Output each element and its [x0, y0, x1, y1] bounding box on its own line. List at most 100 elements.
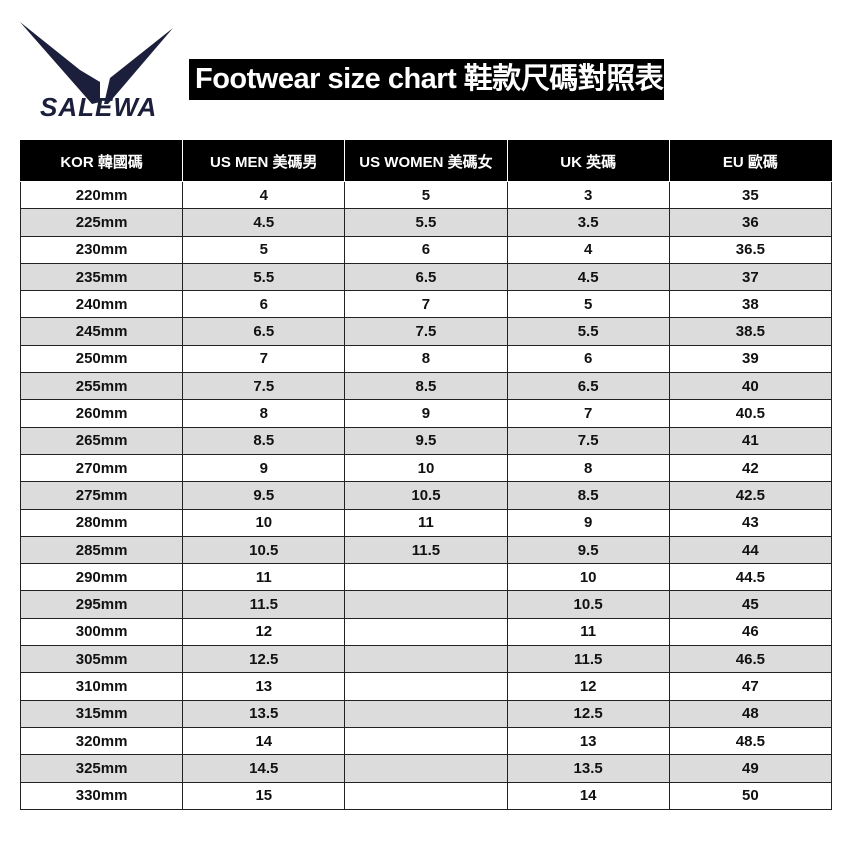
table-cell: 7: [182, 344, 346, 374]
table-cell: 12: [506, 672, 670, 701]
table-cell: 285mm: [19, 535, 184, 565]
column-header: UK 英碼: [506, 140, 670, 182]
table-cell: 6.5: [506, 372, 670, 401]
table-cell: 10: [506, 563, 670, 592]
table-cell: [344, 781, 508, 810]
table-cell: 310mm: [19, 672, 184, 701]
table-cell: 9.5: [344, 426, 508, 455]
table-cell: [344, 699, 508, 728]
table-cell: 11: [182, 563, 346, 592]
table-row: 250mm 7 8 6 39: [19, 344, 833, 374]
table-cell: 36: [668, 208, 833, 237]
table-cell: 9: [506, 508, 670, 537]
table-cell: 315mm: [19, 699, 184, 728]
table-cell: 9.5: [182, 481, 346, 510]
table-cell: 7.5: [344, 317, 508, 346]
table-row: 265mm 8.5 9.5 7.5 41: [19, 426, 833, 455]
table-row: 315mm 13.5 12.5 48: [19, 699, 833, 728]
column-header: US MEN 美碼男: [182, 140, 346, 182]
table-cell: 39: [668, 344, 833, 374]
table-cell: 36.5: [668, 235, 833, 264]
table-cell: 220mm: [19, 180, 184, 210]
table-cell: 48.5: [668, 726, 833, 756]
column-header: US WOMEN 美碼女: [344, 140, 508, 182]
table-cell: 5: [506, 290, 670, 319]
table-cell: 6.5: [344, 262, 508, 292]
table-cell: 14: [506, 781, 670, 810]
table-row: 230mm 5 6 4 36.5: [19, 235, 833, 264]
table-row: 260mm 8 9 7 40.5: [19, 399, 833, 428]
table-cell: 6.5: [182, 317, 346, 346]
table-cell: 37: [668, 262, 833, 292]
table-cell: 44.5: [668, 563, 833, 592]
table-cell: 5.5: [344, 208, 508, 237]
table-cell: 260mm: [19, 399, 184, 428]
table-row: 240mm 6 7 5 38: [19, 290, 833, 319]
table-cell: 5: [182, 235, 346, 264]
table-row: 290mm 11 10 44.5: [19, 563, 833, 592]
table-cell: 4.5: [506, 262, 670, 292]
table-cell: [344, 672, 508, 701]
table-cell: 275mm: [19, 481, 184, 510]
table-cell: 225mm: [19, 208, 184, 237]
table-cell: 46: [668, 617, 833, 647]
table-row: 245mm 6.5 7.5 5.5 38.5: [19, 317, 833, 346]
table-cell: 11: [344, 508, 508, 537]
table-cell: 13: [182, 672, 346, 701]
table-row: 325mm 14.5 13.5 49: [19, 754, 833, 783]
table-row: 295mm 11.5 10.5 45: [19, 590, 833, 619]
table-cell: 9: [344, 399, 508, 428]
table-cell: 245mm: [19, 317, 184, 346]
table-row: 305mm 12.5 11.5 46.5: [19, 645, 833, 674]
table-cell: 8.5: [182, 426, 346, 455]
table-cell: 6: [182, 290, 346, 319]
table-cell: 46.5: [668, 645, 833, 674]
column-header: KOR 韓國碼: [19, 140, 184, 182]
table-cell: 240mm: [19, 290, 184, 319]
table-cell: 11.5: [182, 590, 346, 619]
table-cell: 4: [182, 180, 346, 210]
table-cell: 3: [506, 180, 670, 210]
size-chart-table: KOR 韓國碼 US MEN 美碼男 US WOMEN 美碼女 UK 英碼 EU 歐碼 …: [19, 140, 833, 810]
table-cell: 10.5: [182, 535, 346, 565]
table-cell: 14: [182, 726, 346, 756]
table-cell: [344, 617, 508, 647]
table-row: 255mm 7.5 8.5 6.5 40: [19, 372, 833, 401]
table-cell: 250mm: [19, 344, 184, 374]
table-cell: 42.5: [668, 481, 833, 510]
table-cell: 330mm: [19, 781, 184, 810]
table-cell: 235mm: [19, 262, 184, 292]
table-cell: 7: [506, 399, 670, 428]
table-row: 285mm 10.5 11.5 9.5 44: [19, 535, 833, 565]
table-cell: 10.5: [344, 481, 508, 510]
table-row: 225mm 4.5 5.5 3.5 36: [19, 208, 833, 237]
table-row: 310mm 13 12 47: [19, 672, 833, 701]
table-cell: 12.5: [506, 699, 670, 728]
table-cell: 320mm: [19, 726, 184, 756]
table-cell: 11: [506, 617, 670, 647]
table-cell: 9: [182, 453, 346, 483]
table-cell: 8.5: [506, 481, 670, 510]
eagle-wings-icon: [20, 22, 173, 104]
table-cell: 270mm: [19, 453, 184, 483]
page-title: Footwear size chart 鞋款尺碼對照表: [189, 59, 664, 100]
header-row: KOR 韓國碼 US MEN 美碼男 US WOMEN 美碼女 UK 英碼 EU 歐碼: [19, 140, 833, 182]
table-cell: 4: [506, 235, 670, 264]
table-cell: 5: [344, 180, 508, 210]
table-cell: 40.5: [668, 399, 833, 428]
table-cell: 8: [344, 344, 508, 374]
table-cell: 280mm: [19, 508, 184, 537]
table-cell: 14.5: [182, 754, 346, 783]
table-cell: 7.5: [506, 426, 670, 455]
table-cell: 255mm: [19, 372, 184, 401]
table-cell: 44: [668, 535, 833, 565]
table-cell: 11.5: [344, 535, 508, 565]
table-cell: 8.5: [344, 372, 508, 401]
table-cell: [344, 563, 508, 592]
table-row: 275mm 9.5 10.5 8.5 42.5: [19, 481, 833, 510]
table-cell: 290mm: [19, 563, 184, 592]
table-cell: 7.5: [182, 372, 346, 401]
table-cell: 12: [182, 617, 346, 647]
column-header: EU 歐碼: [668, 140, 833, 182]
table-cell: 49: [668, 754, 833, 783]
